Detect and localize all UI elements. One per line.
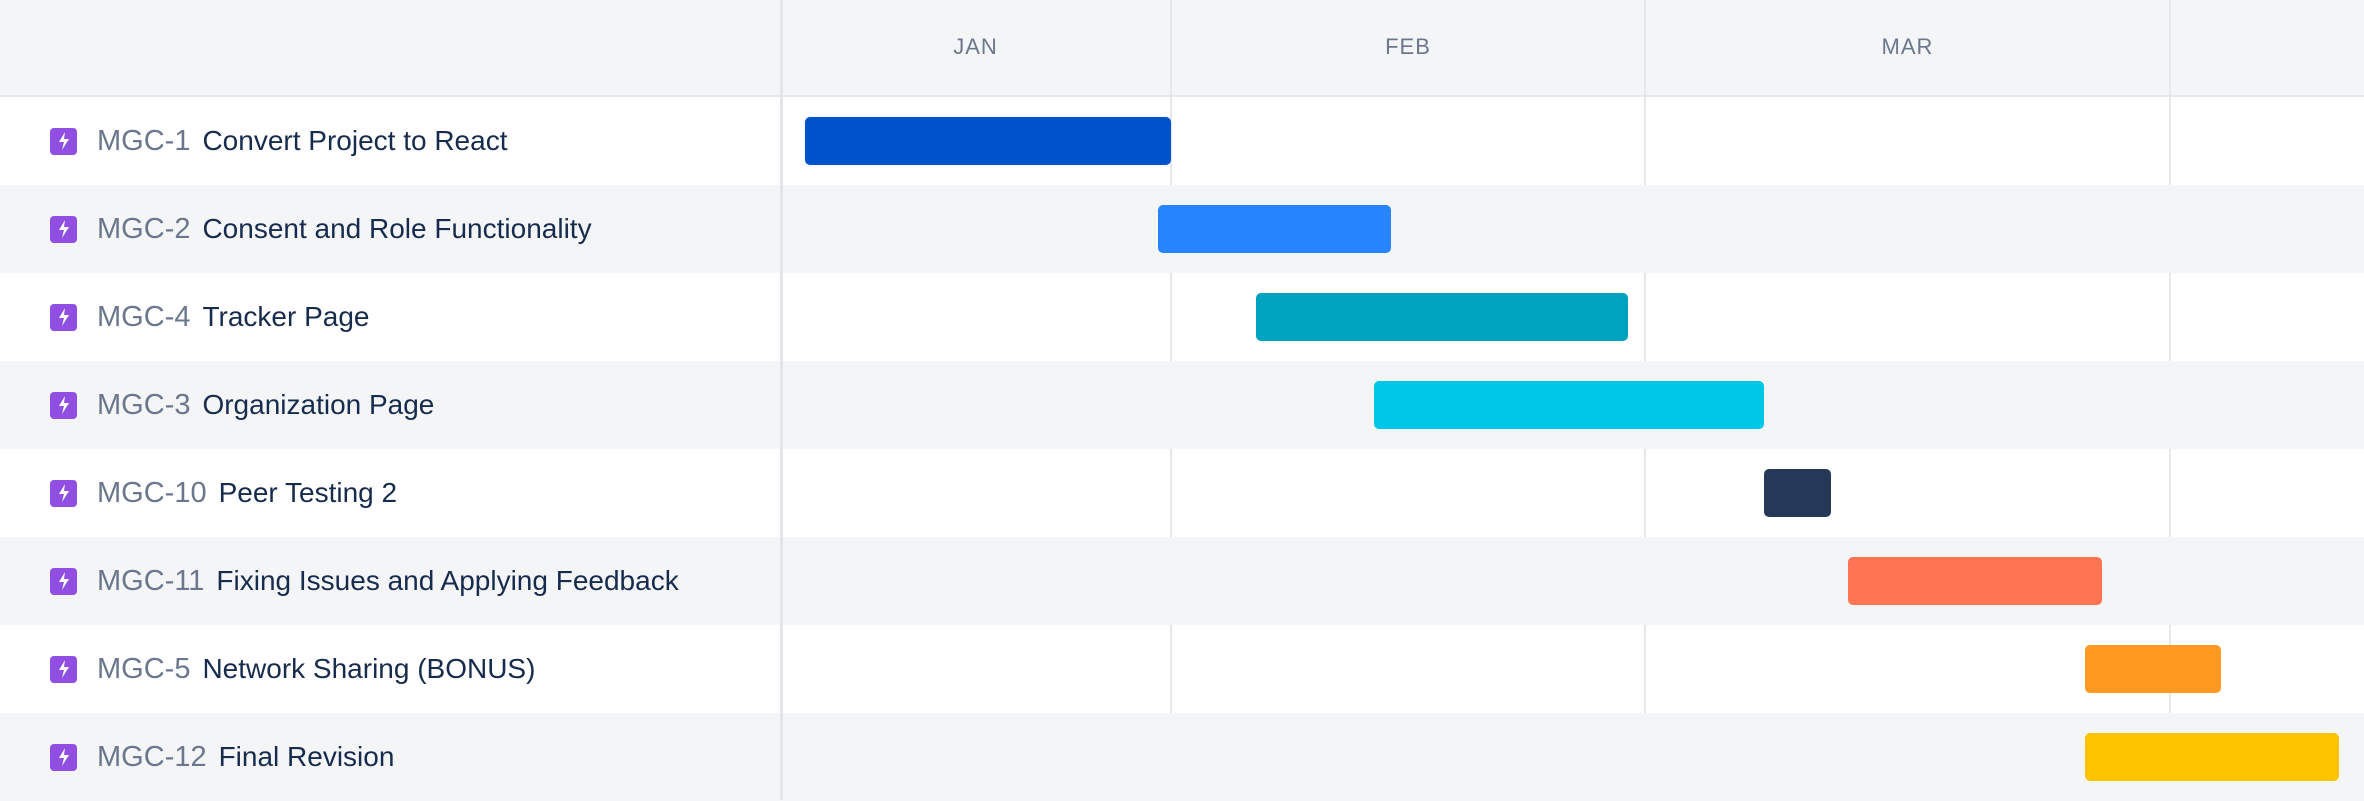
issue-key[interactable]: MGC-11 [97, 564, 205, 597]
schedule-bar-mgc-5[interactable] [2085, 645, 2221, 693]
schedule-bar-mgc-1[interactable] [805, 117, 1171, 165]
issue-title[interactable]: Fixing Issues and Applying Feedback [216, 565, 679, 596]
issue-title[interactable]: Consent and Role Functionality [202, 213, 592, 244]
epic-lightning-icon [50, 743, 77, 771]
issue-row[interactable]: MGC-3 Organization Page [0, 361, 2364, 449]
issue-label[interactable]: MGC-2 Consent and Role Functionality [50, 185, 592, 273]
issue-key[interactable]: MGC-5 [97, 652, 191, 685]
schedule-bar-mgc-3[interactable] [1374, 381, 1764, 429]
issue-row[interactable]: MGC-12 Final Revision [0, 713, 2364, 801]
epic-lightning-icon [50, 479, 77, 507]
issue-list-divider [780, 0, 783, 800]
month-label-jan: JAN [953, 34, 998, 59]
issue-title[interactable]: Convert Project to React [202, 125, 508, 156]
schedule-bar-mgc-4[interactable] [1255, 293, 1629, 341]
schedule-bar-mgc-12[interactable] [2085, 733, 2340, 781]
issue-label[interactable]: MGC-11 Fixing Issues and Applying Feedbac… [50, 537, 679, 625]
issue-title[interactable]: Tracker Page [202, 301, 370, 332]
issue-label[interactable]: MGC-10 Peer Testing 2 [50, 449, 397, 537]
issue-row[interactable]: MGC-10 Peer Testing 2 [0, 449, 2364, 537]
epic-lightning-icon [50, 655, 77, 683]
issue-title[interactable]: Final Revision [218, 741, 395, 772]
schedule-bar-mgc-2[interactable] [1158, 205, 1392, 253]
issue-title[interactable]: Network Sharing (BONUS) [202, 653, 536, 684]
epic-lightning-icon [50, 391, 77, 419]
schedule-bar-mgc-10[interactable] [1763, 469, 1832, 517]
issue-key[interactable]: MGC-2 [97, 212, 191, 245]
issue-key[interactable]: MGC-3 [97, 388, 191, 421]
issue-key[interactable]: MGC-1 [97, 124, 191, 157]
issue-label[interactable]: MGC-4 Tracker Page [50, 273, 369, 361]
issue-row[interactable]: MGC-5 Network Sharing (BONUS) [0, 625, 2364, 713]
issue-label[interactable]: MGC-1 Convert Project to React [50, 97, 507, 185]
issue-row[interactable]: MGC-4 Tracker Page [0, 273, 2364, 361]
epic-lightning-icon [50, 303, 77, 331]
schedule-bar-mgc-11[interactable] [1848, 557, 2103, 605]
issue-key[interactable]: MGC-12 [97, 740, 207, 773]
issue-label[interactable]: MGC-3 Organization Page [50, 361, 434, 449]
issue-row[interactable]: MGC-2 Consent and Role Functionality [0, 185, 2364, 273]
month-label-mar: MAR [1881, 34, 1934, 59]
issue-label[interactable]: MGC-5 Network Sharing (BONUS) [50, 625, 535, 713]
epic-lightning-icon [50, 215, 77, 243]
issue-key[interactable]: MGC-4 [97, 300, 191, 333]
issue-title[interactable]: Organization Page [202, 389, 435, 420]
issue-key[interactable]: MGC-10 [97, 476, 207, 509]
month-label-feb: FEB [1385, 34, 1431, 59]
epic-lightning-icon [50, 127, 77, 155]
issue-row[interactable]: MGC-11 Fixing Issues and Applying Feedbac… [0, 537, 2364, 625]
epic-lightning-icon [50, 567, 77, 595]
issue-label[interactable]: MGC-12 Final Revision [50, 713, 394, 801]
issue-title[interactable]: Peer Testing 2 [218, 477, 398, 508]
timeline-header [0, 0, 2364, 97]
issue-row[interactable]: MGC-1 Convert Project to React [0, 97, 2364, 185]
